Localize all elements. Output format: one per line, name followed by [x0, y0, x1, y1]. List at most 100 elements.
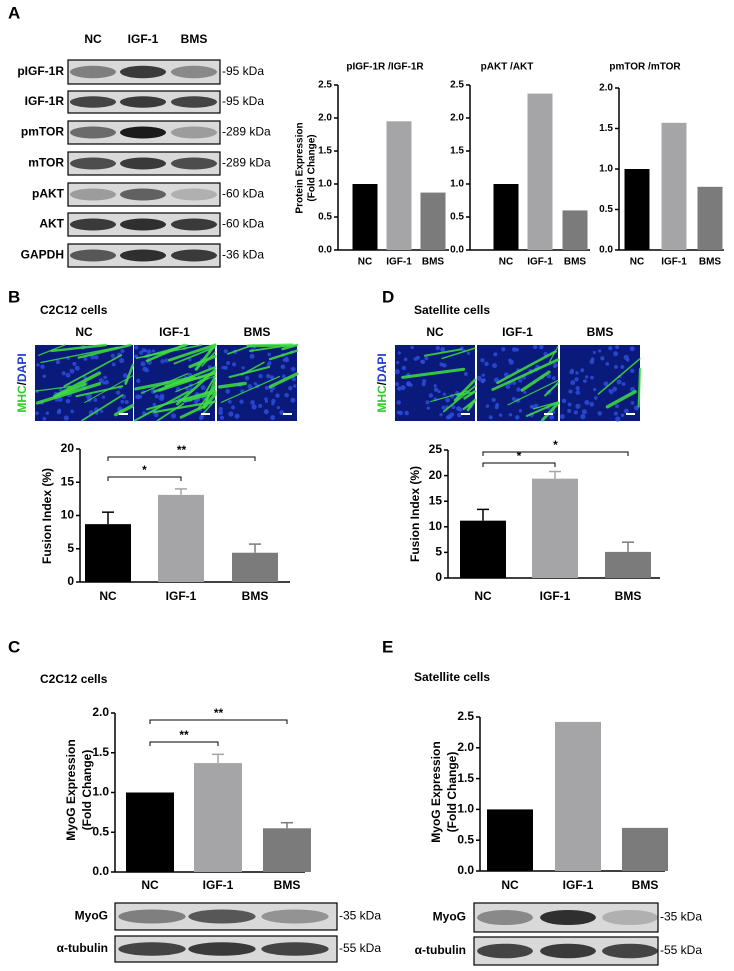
nucleus: [239, 399, 244, 404]
blot-band: [170, 218, 218, 231]
blot-band: [170, 188, 218, 201]
blot-band: [261, 909, 329, 924]
nucleus: [620, 365, 625, 369]
lane-label: BMS: [181, 32, 208, 46]
nucleus: [630, 400, 635, 405]
blot-size: -95 kDa: [222, 64, 264, 78]
y-tick-label: 0.5: [318, 212, 332, 223]
y-axis-label: MyoG Expression: [429, 741, 443, 842]
blot-band: [477, 909, 533, 926]
nucleus: [110, 353, 116, 358]
stain-label: MHC/DAPI: [15, 353, 29, 412]
blot-band: [119, 96, 167, 108]
nucleus: [249, 353, 255, 359]
lane-label: IGF-1: [128, 32, 159, 46]
blot-label: α-tubulin: [57, 941, 108, 955]
nucleus: [575, 385, 580, 391]
blot-band: [119, 126, 167, 139]
nucleus: [139, 350, 144, 355]
nucleus: [396, 360, 400, 365]
nucleus: [518, 378, 523, 383]
blot-size: -289 kDa: [222, 156, 271, 170]
nucleus: [57, 396, 63, 402]
nucleus: [70, 409, 74, 414]
bar: [661, 122, 687, 250]
nucleus: [614, 365, 618, 369]
image-column-label: IGF-1: [159, 325, 190, 339]
x-tick-label: NC: [141, 878, 159, 892]
nucleus: [616, 379, 622, 385]
nucleus: [505, 384, 511, 389]
nucleus: [463, 371, 468, 376]
bar: [622, 827, 668, 871]
y-tick-label: 0.0: [92, 864, 109, 878]
nucleus: [270, 415, 276, 421]
panel-label: A: [8, 3, 20, 22]
nucleus: [612, 386, 618, 392]
nucleus: [152, 402, 157, 407]
bar: [420, 192, 446, 250]
y-tick-label: 0.5: [92, 824, 109, 838]
nucleus: [153, 412, 159, 418]
x-tick-label: IGF-1: [386, 257, 412, 268]
myotube: [491, 358, 560, 391]
significance-bracket: [482, 462, 556, 467]
chart-title: pAKT /AKT: [481, 62, 534, 73]
myotube: [637, 367, 642, 408]
nucleus: [36, 363, 40, 367]
nucleus: [584, 375, 589, 379]
nucleus: [538, 344, 544, 350]
significance-label: **: [179, 728, 189, 742]
myotube: [544, 382, 560, 397]
nucleus: [428, 393, 434, 398]
myotube: [203, 375, 216, 395]
blot-band: [69, 249, 117, 262]
nucleus: [508, 412, 513, 417]
nucleus: [549, 414, 555, 420]
blot-label: pIGF-1R: [17, 64, 64, 78]
nucleus: [589, 401, 595, 407]
blot-band: [119, 218, 167, 231]
nucleus: [561, 398, 567, 404]
y-tick-label: 0.0: [318, 245, 332, 256]
blot-band: [540, 943, 596, 959]
nucleus: [511, 347, 517, 352]
nucleus: [65, 398, 71, 404]
nucleus: [83, 356, 88, 361]
nucleus: [218, 406, 223, 412]
myotube: [153, 366, 217, 393]
nucleus: [480, 378, 485, 383]
myotube: [496, 350, 557, 385]
blot-size: -55 kDa: [339, 941, 381, 955]
nucleus: [247, 384, 253, 390]
nucleus: [583, 379, 587, 384]
nucleus: [552, 362, 558, 368]
blot-size: -36 kDa: [222, 248, 264, 262]
nucleus: [621, 382, 626, 386]
nucleus: [590, 375, 594, 380]
myotube: [605, 390, 637, 409]
nucleus: [425, 400, 430, 405]
nucleus: [146, 349, 152, 355]
nucleus: [40, 364, 45, 369]
myotube: [525, 401, 560, 417]
blot-size: -289 kDa: [222, 125, 271, 139]
blot-label: MyoG: [433, 910, 466, 924]
nucleus: [279, 410, 285, 415]
nucleus: [593, 387, 597, 392]
nucleus: [144, 349, 148, 353]
y-tick-label: 0.0: [450, 245, 464, 256]
nucleus: [101, 395, 106, 399]
myotube: [175, 375, 216, 393]
bar: [697, 186, 723, 250]
y-tick-label: 1.0: [92, 785, 109, 799]
myotube: [532, 401, 559, 410]
bar: [263, 828, 311, 872]
nucleus: [200, 385, 206, 391]
myotube: [35, 382, 102, 405]
bar: [493, 184, 519, 250]
myotube: [218, 381, 247, 389]
panel-title: Satellite cells: [414, 670, 490, 684]
nucleus: [551, 376, 556, 381]
y-tick-label: 2.5: [457, 709, 474, 723]
